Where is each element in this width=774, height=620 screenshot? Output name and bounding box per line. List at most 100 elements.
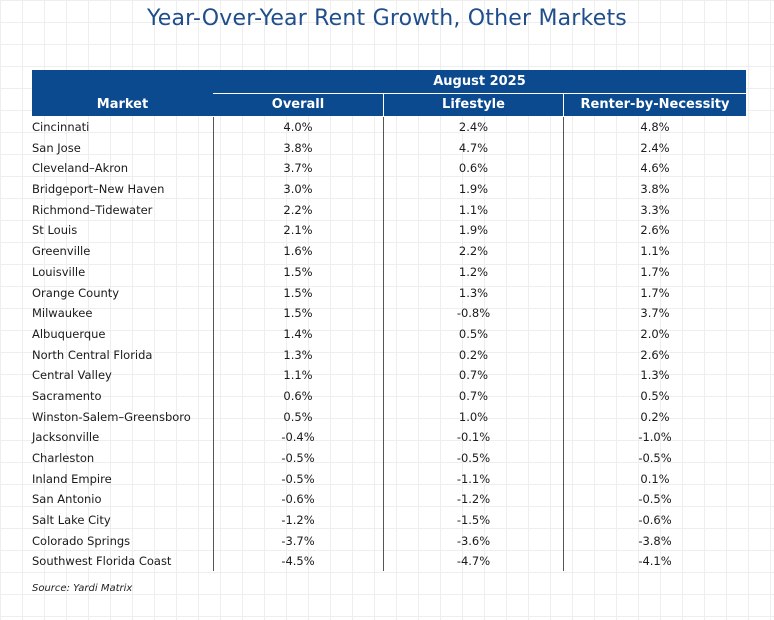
cell-overall: -0.5%	[281, 471, 315, 486]
cell-overall: 1.6%	[283, 244, 313, 259]
header-overall: Overall	[213, 94, 383, 116]
table-row: San Antonio -0.6% -1.2% -0.5%	[32, 489, 746, 510]
cell-renter-by-necessity: 2.0%	[640, 326, 670, 341]
cell-lifestyle: 0.6%	[458, 161, 489, 176]
cell-market: Sacramento	[32, 388, 102, 403]
cell-lifestyle: -0.8%	[456, 306, 491, 321]
cell-overall: 3.8%	[283, 140, 313, 155]
cell-market: Southwest Florida Coast	[32, 554, 172, 569]
table-row: Orange County 1.5% 1.3% 1.7%	[32, 283, 746, 304]
cell-lifestyle: 1.1%	[458, 202, 489, 217]
table-row: Colorado Springs -3.7% -3.6% -3.8%	[32, 531, 746, 552]
cell-renter-by-necessity: -0.5%	[638, 492, 672, 507]
cell-market: Jacksonville	[32, 430, 100, 445]
column-divider	[213, 117, 214, 571]
table-row: Richmond–Tidewater 2.2% 1.1% 3.3%	[32, 200, 746, 221]
cell-overall: 1.4%	[283, 326, 313, 341]
cell-lifestyle: 0.7%	[458, 368, 489, 383]
cell-market: San Jose	[32, 140, 81, 155]
cell-overall: 2.1%	[283, 223, 313, 238]
cell-market: Richmond–Tidewater	[32, 202, 153, 217]
cell-market: St Louis	[32, 223, 78, 238]
cell-renter-by-necessity: -3.8%	[638, 533, 672, 548]
cell-lifestyle: 4.7%	[458, 140, 489, 155]
cell-overall: 3.0%	[283, 182, 313, 197]
table-row: Southwest Florida Coast -4.5% -4.7% -4.1%	[32, 551, 746, 572]
table-row: Louisville 1.5% 1.2% 1.7%	[32, 262, 746, 283]
cell-lifestyle: 1.9%	[458, 223, 489, 238]
cell-market: Albuquerque	[32, 326, 106, 341]
cell-renter-by-necessity: 3.8%	[640, 182, 670, 197]
cell-renter-by-necessity: 0.2%	[640, 409, 670, 424]
cell-renter-by-necessity: 0.5%	[640, 388, 670, 403]
cell-overall: -0.5%	[281, 451, 315, 465]
cell-overall: 1.5%	[283, 264, 313, 279]
cell-renter-by-necessity: 0.1%	[640, 471, 670, 486]
cell-overall: -0.6%	[281, 492, 315, 507]
cell-renter-by-necessity: 2.6%	[640, 347, 670, 362]
table-row: Winston-Salem–Greensboro 0.5% 1.0% 0.2%	[32, 407, 746, 428]
table-row: San Jose 3.8% 4.7% 2.4%	[32, 138, 746, 159]
cell-overall: 4.0%	[283, 120, 313, 134]
table-row: North Central Florida 1.3% 0.2% 2.6%	[32, 345, 746, 366]
cell-lifestyle: -3.6%	[456, 533, 491, 548]
cell-renter-by-necessity: 1.3%	[640, 368, 670, 383]
table-row: Milwaukee 1.5% -0.8% 3.7%	[32, 303, 746, 324]
cell-overall: -0.4%	[281, 430, 315, 445]
table-row: Sacramento 0.6% 0.7% 0.5%	[32, 386, 746, 407]
cell-renter-by-necessity: 2.4%	[640, 140, 670, 155]
header-col-divider	[383, 94, 384, 116]
cell-market: Winston-Salem–Greensboro	[32, 409, 191, 424]
table-row: St Louis 2.1% 1.9% 2.6%	[32, 220, 746, 241]
cell-overall: -3.7%	[281, 533, 315, 548]
cell-overall: -1.2%	[281, 513, 315, 528]
cell-overall: 1.3%	[283, 347, 313, 362]
cell-overall: -4.5%	[281, 554, 315, 569]
column-divider	[563, 117, 564, 571]
table-row: Bridgeport–New Haven 3.0% 1.9% 3.8%	[32, 179, 746, 200]
cell-overall: 0.5%	[283, 409, 313, 424]
cell-lifestyle: -4.7%	[456, 554, 491, 569]
header-lifestyle: Lifestyle	[384, 94, 563, 116]
table-body: Cincinnati 4.0% 2.4% 4.8% San Jose 3.8% 4.7% 2.…	[32, 117, 746, 572]
column-divider	[383, 117, 384, 571]
cell-market: Cincinnati	[32, 120, 90, 134]
cell-lifestyle: 1.2%	[458, 264, 489, 279]
cell-lifestyle: 0.5%	[458, 326, 489, 341]
cell-lifestyle: 1.9%	[458, 182, 489, 197]
cell-market: Colorado Springs	[32, 533, 131, 548]
cell-market: Bridgeport–New Haven	[32, 182, 165, 197]
cell-lifestyle: 0.2%	[458, 347, 489, 362]
cell-lifestyle: -1.1%	[456, 471, 491, 486]
cell-market: Louisville	[32, 264, 86, 279]
cell-market: San Antonio	[32, 492, 102, 507]
cell-renter-by-necessity: 1.7%	[640, 285, 670, 300]
cell-renter-by-necessity: 3.7%	[640, 306, 670, 321]
cell-renter-by-necessity: 1.1%	[640, 244, 670, 259]
cell-overall: 1.5%	[283, 306, 313, 321]
cell-overall: 3.7%	[283, 161, 313, 176]
cell-lifestyle: -0.5%	[456, 451, 491, 465]
table-row: Greenville 1.6% 2.2% 1.1%	[32, 241, 746, 262]
cell-renter-by-necessity: -1.0%	[638, 430, 672, 445]
table-row: Inland Empire -0.5% -1.1% 0.1%	[32, 469, 746, 490]
cell-overall: 1.5%	[283, 285, 313, 300]
header-market-label: Market	[96, 97, 149, 112]
table-row: Jacksonville -0.4% -0.1% -1.0%	[32, 427, 746, 448]
cell-renter-by-necessity: 1.7%	[640, 264, 670, 279]
table-row: Cleveland–Akron 3.7% 0.6% 4.6%	[32, 158, 746, 179]
cell-renter-by-necessity: -0.5%	[638, 451, 672, 465]
cell-market: Orange County	[32, 285, 120, 300]
cell-renter-by-necessity: 3.3%	[640, 202, 670, 217]
cell-renter-by-necessity: 4.6%	[640, 161, 670, 176]
cell-lifestyle: 1.3%	[458, 285, 489, 300]
cell-renter-by-necessity: 4.8%	[640, 120, 670, 134]
cell-lifestyle: -0.1%	[456, 430, 491, 445]
header-market: Market	[32, 70, 213, 116]
cell-market: Milwaukee	[32, 306, 93, 321]
cell-market: Central Valley	[32, 368, 112, 383]
table-row: Albuquerque 1.4% 0.5% 2.0%	[32, 324, 746, 345]
cell-market: Salt Lake City	[32, 513, 111, 528]
cell-market: Cleveland–Akron	[32, 161, 129, 176]
header-group-date: August 2025	[213, 70, 746, 93]
